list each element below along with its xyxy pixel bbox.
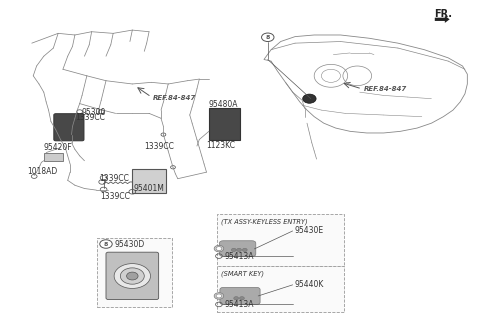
Text: (TX ASSY-KEYLESS ENTRY): (TX ASSY-KEYLESS ENTRY) <box>221 218 308 225</box>
Circle shape <box>216 294 222 298</box>
Circle shape <box>234 297 239 300</box>
Bar <box>132 169 166 194</box>
Circle shape <box>216 247 222 251</box>
Text: 1123KC: 1123KC <box>206 141 236 150</box>
FancyBboxPatch shape <box>217 214 344 266</box>
Text: 8: 8 <box>104 241 108 247</box>
Circle shape <box>242 248 247 252</box>
Text: (SMART KEY): (SMART KEY) <box>221 271 264 277</box>
FancyBboxPatch shape <box>97 238 172 307</box>
Circle shape <box>303 94 316 103</box>
Circle shape <box>127 272 138 280</box>
Circle shape <box>240 297 244 300</box>
Circle shape <box>214 293 224 299</box>
Text: 95300: 95300 <box>81 108 106 117</box>
Text: 95413A: 95413A <box>225 300 254 309</box>
Text: 95430D: 95430D <box>115 239 145 249</box>
Circle shape <box>120 268 144 284</box>
Text: 95420F: 95420F <box>44 143 72 152</box>
Polygon shape <box>435 16 450 23</box>
FancyBboxPatch shape <box>219 241 256 256</box>
Text: 95440K: 95440K <box>295 280 324 289</box>
Text: 95430E: 95430E <box>295 226 324 236</box>
Text: 1018AD: 1018AD <box>27 167 57 176</box>
Circle shape <box>262 33 274 42</box>
Circle shape <box>100 240 112 248</box>
Bar <box>44 153 63 161</box>
FancyBboxPatch shape <box>54 114 84 141</box>
Circle shape <box>231 248 236 252</box>
Circle shape <box>214 245 224 252</box>
Text: REF.84-847: REF.84-847 <box>363 86 407 92</box>
FancyBboxPatch shape <box>217 266 344 312</box>
Text: 95480A: 95480A <box>209 100 239 109</box>
Text: 1339CC: 1339CC <box>100 192 130 200</box>
Text: 8: 8 <box>265 35 270 40</box>
Text: 1339CC: 1339CC <box>99 174 129 183</box>
Text: 95413A: 95413A <box>225 252 254 261</box>
Circle shape <box>237 248 241 252</box>
FancyBboxPatch shape <box>220 287 260 304</box>
Circle shape <box>114 264 151 288</box>
Bar <box>209 109 240 139</box>
Text: REF.84-847: REF.84-847 <box>153 95 196 101</box>
Text: 1339CC: 1339CC <box>144 142 174 151</box>
Text: FR.: FR. <box>434 9 452 19</box>
Text: 95401M: 95401M <box>134 184 165 193</box>
FancyBboxPatch shape <box>106 252 158 299</box>
Text: 1339CC: 1339CC <box>75 113 105 122</box>
